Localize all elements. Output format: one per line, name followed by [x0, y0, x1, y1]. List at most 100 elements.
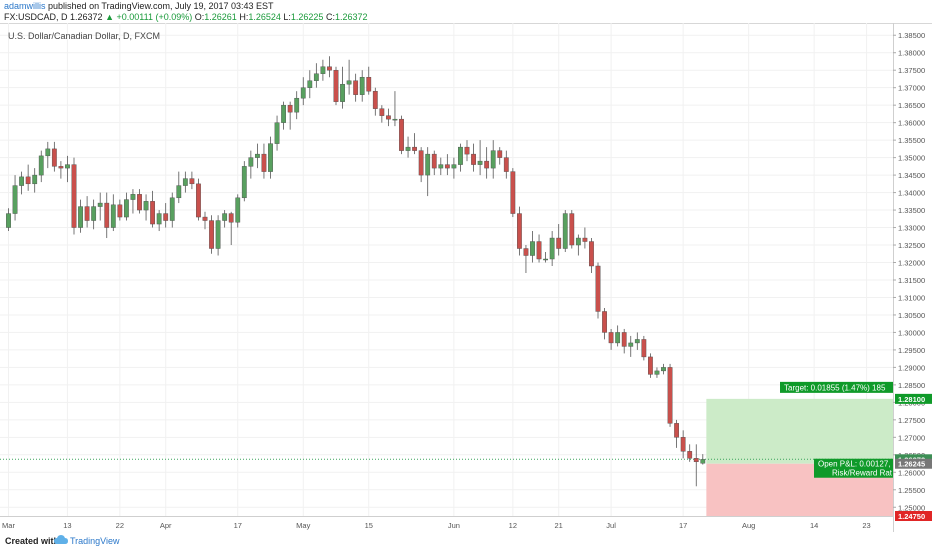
candle-body [294, 97, 300, 113]
candle [137, 189, 142, 214]
candle-body [71, 164, 77, 228]
x-tick-label: Aug [742, 521, 755, 530]
tradingview-brand[interactable]: TradingView [70, 536, 120, 546]
candle [241, 161, 247, 202]
candle [340, 66, 345, 109]
y-axis-labels: 1.38500 1.38000 1.37500 1.37000 1.36500 1.360… [893, 31, 925, 512]
y-tick-label: 1.27500 [898, 416, 925, 425]
candle [228, 211, 234, 246]
candle-body [97, 202, 103, 207]
candle [104, 192, 110, 239]
candle-body [530, 241, 535, 256]
published-text: published on TradingView.com, July 19, 2… [48, 1, 274, 11]
y-tick-label: 1.29000 [898, 363, 925, 372]
candle [661, 363, 666, 375]
candle [327, 56, 332, 78]
candle-body [366, 76, 372, 92]
open-value: 1.26261 [204, 12, 237, 22]
candle [117, 199, 123, 221]
candle-body [327, 66, 332, 71]
candle [215, 215, 221, 256]
candle [58, 161, 64, 179]
open-pl-bg [814, 458, 893, 478]
change-value: ▲ +0.00111 (+0.09%) [105, 12, 193, 22]
x-axis-labels: Mar 13 22 Apr 17 May 15 Jun 12 21 Jul 17 Aug 14 23 [2, 521, 871, 530]
candle-body [143, 201, 149, 211]
candle [372, 87, 378, 116]
candle-body [608, 332, 614, 344]
candle-body [248, 157, 254, 167]
candle-body [490, 150, 496, 169]
candle [287, 101, 293, 130]
candle-body [340, 83, 345, 102]
x-tick-label: 17 [234, 521, 242, 530]
candle-body [412, 146, 417, 151]
candle [313, 63, 319, 88]
candle [38, 150, 44, 183]
last-value: 1.26372 [70, 12, 103, 22]
y-tick-label: 1.38000 [898, 49, 925, 58]
target-zone [706, 398, 893, 464]
candle-body [562, 213, 568, 249]
stop-price-tag-bg [895, 511, 932, 521]
candle [110, 194, 116, 232]
candle-body [595, 265, 601, 312]
chart-header: adamwillis published on TradingView.com,… [0, 0, 932, 22]
candle-body [510, 171, 516, 214]
candle [156, 210, 162, 232]
candle-body [438, 164, 444, 169]
author-link[interactable]: adamwillis [4, 1, 46, 11]
low-label: L: [283, 12, 291, 22]
candles [6, 56, 706, 487]
candle-body [163, 213, 169, 221]
candle-body [65, 164, 70, 169]
y-tick-label: 1.30000 [898, 328, 925, 337]
target-label-text: Target: 0.01855 (1.47%) 185 [784, 383, 886, 392]
candle-body [287, 104, 293, 113]
candle [307, 70, 313, 99]
candle-body [386, 115, 391, 120]
close-label: C: [325, 12, 335, 22]
candle [621, 328, 627, 354]
candle-body [392, 118, 398, 121]
candle [458, 143, 463, 172]
candle-body [130, 194, 136, 200]
candle-body [503, 157, 509, 172]
candle [569, 210, 575, 249]
target-price-tag-text: 1.28100 [898, 395, 925, 404]
candle [209, 215, 214, 254]
candle-body [602, 311, 607, 333]
candle [471, 143, 476, 172]
x-tick-label: 17 [679, 521, 687, 530]
candle-body [25, 176, 31, 185]
x-tick-label: 23 [862, 521, 870, 530]
candle [123, 192, 129, 221]
candle-body [549, 237, 555, 260]
candle [281, 101, 286, 130]
candle-body [372, 90, 378, 109]
candle-body [687, 451, 693, 459]
candle-body [274, 122, 280, 144]
candle-body [648, 356, 653, 375]
price-chart[interactable]: U.S. Dollar/Canadian Dollar, D, FXCM 1.38… [0, 23, 932, 532]
candle [438, 157, 444, 176]
candle [425, 147, 431, 197]
candle-body [451, 164, 457, 169]
candle-body [51, 148, 57, 167]
candle [169, 192, 175, 228]
candle [693, 444, 699, 487]
y-tick-label: 1.30500 [898, 311, 925, 320]
candle [634, 332, 640, 350]
candle [503, 150, 509, 179]
candle-body [425, 153, 431, 176]
candle-body [661, 367, 666, 372]
x-tick-label: 21 [555, 521, 563, 530]
candle-body [117, 204, 123, 218]
candle-body [78, 206, 83, 228]
y-tick-label: 1.33000 [898, 224, 925, 233]
candle [261, 143, 267, 179]
y-tick-label: 1.25500 [898, 486, 925, 495]
y-tick-label: 1.36000 [898, 119, 925, 128]
candle [595, 262, 601, 319]
candle [51, 141, 57, 172]
